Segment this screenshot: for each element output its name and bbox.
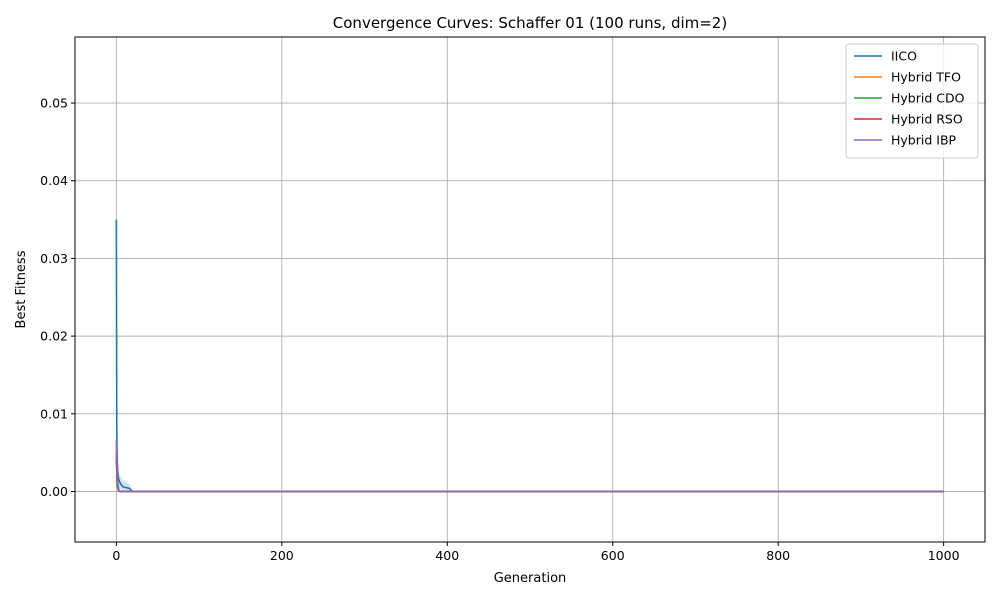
y-tick-label: 0.01: [40, 406, 68, 421]
y-tick-label: 0.02: [40, 329, 68, 344]
x-tick-label: 200: [270, 548, 294, 563]
line-hybrid-ibp: [115, 440, 944, 493]
y-axis-label: Best Fitness: [14, 250, 29, 328]
x-tick-label: 1000: [928, 548, 960, 563]
y-tick-label: 0.03: [40, 251, 68, 266]
x-tick-label: 0: [112, 548, 120, 563]
y-tick-label: 0.05: [40, 96, 68, 111]
legend-label: Hybrid TFO: [891, 70, 961, 85]
x-axis-label: Generation: [494, 571, 567, 586]
plot-frame: [74, 36, 986, 543]
chart-title: Convergence Curves: Schaffer 01 (100 run…: [333, 14, 727, 32]
legend: IICO Hybrid TFO Hybrid CDO Hybrid RSO Hybrid…: [845, 43, 979, 159]
legend-frame: [845, 43, 979, 159]
x-tick-label: 800: [766, 548, 790, 563]
legend-label: Hybrid CDO: [891, 91, 965, 106]
legend-label: Hybrid RSO: [891, 112, 963, 127]
y-tick-label: 0.00: [40, 484, 68, 499]
legend-label: Hybrid IBP: [891, 133, 957, 148]
x-tick-label: 400: [435, 548, 459, 563]
legend-label: IICO: [891, 49, 917, 64]
series-lines: [115, 219, 944, 493]
x-tick-label: 600: [601, 548, 625, 563]
y-tick-label: 0.04: [40, 173, 68, 188]
axis-ticks: 0 200 400 600 800 1000 0.00 0.01 0.02 0.03 0.04 0.0…: [40, 96, 959, 563]
